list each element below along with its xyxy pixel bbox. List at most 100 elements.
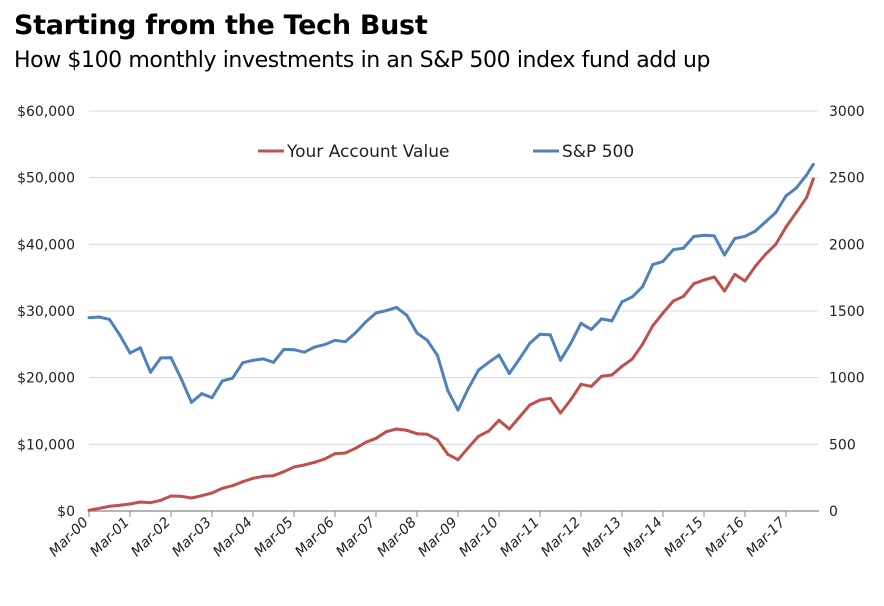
data-point [620, 364, 624, 368]
x-tick-label: Mar-02 [128, 514, 174, 560]
data-point [384, 430, 388, 434]
data-point [518, 357, 521, 361]
data-point [354, 331, 357, 335]
data-point [261, 474, 265, 478]
data-point [671, 248, 675, 252]
data-point [661, 311, 665, 315]
y-right-tick-label: 2500 [829, 171, 865, 187]
data-point [261, 357, 265, 361]
data-point [333, 338, 337, 342]
data-point [528, 341, 532, 345]
data-point [651, 263, 655, 267]
data-point [220, 486, 224, 490]
legend-label: Your Account Value [286, 142, 449, 162]
data-point [128, 502, 132, 506]
data-point [282, 347, 286, 351]
data-point [497, 353, 501, 357]
data-point [600, 317, 603, 321]
data-point [87, 316, 91, 320]
data-point [600, 374, 603, 378]
x-tick-label: Mar-04 [210, 515, 256, 561]
y-left-tick-label: $50,000 [17, 171, 75, 187]
data-point [292, 465, 296, 469]
data-point [138, 346, 142, 350]
data-point [292, 348, 296, 352]
data-point [692, 234, 696, 238]
data-point [159, 356, 163, 360]
data-point [723, 289, 726, 293]
data-point [97, 315, 101, 319]
data-point [569, 398, 573, 402]
data-point [436, 438, 439, 442]
data-point [169, 356, 173, 360]
y-left-tick-label: $30,000 [17, 304, 75, 320]
data-point [395, 305, 398, 309]
data-point [548, 333, 552, 337]
data-point [323, 457, 327, 461]
data-point [97, 506, 101, 510]
data-point [589, 327, 593, 331]
data-point [118, 503, 122, 507]
data-point [528, 403, 532, 407]
data-point [302, 463, 306, 467]
chart-title: Starting from the Tech Bust [14, 10, 428, 41]
data-point [743, 234, 747, 238]
data-point [466, 446, 470, 450]
data-point [343, 451, 347, 455]
x-tick-label: Mar-07 [333, 514, 379, 560]
data-point [149, 370, 152, 374]
data-point [630, 357, 634, 361]
data-point [436, 354, 439, 358]
data-point [190, 496, 193, 500]
data-point [692, 282, 696, 286]
x-tick-label: Mar-14 [620, 515, 666, 561]
data-point [682, 294, 685, 298]
x-tick-label: Mar-15 [661, 514, 707, 560]
chart-subtitle: How $100 monthly investments in an S&P 5… [14, 48, 711, 73]
data-point [811, 177, 815, 181]
data-point [343, 340, 347, 344]
data-point [753, 229, 757, 233]
data-point [682, 246, 685, 250]
data-point [811, 162, 815, 166]
x-tick-label: Mar-00 [46, 514, 92, 560]
x-tick-label: Mar-01 [87, 515, 133, 561]
y-left-tick-label: $0 [57, 504, 75, 520]
data-point [425, 338, 429, 342]
data-point [210, 491, 214, 495]
data-point [118, 333, 122, 337]
data-point [641, 285, 644, 289]
series-line-account-value [88, 178, 815, 512]
data-point [446, 452, 450, 456]
data-point [712, 275, 716, 279]
data-point [764, 252, 767, 256]
x-tick-label: Mar-12 [538, 514, 584, 560]
data-point [313, 460, 316, 464]
data-point [456, 408, 460, 412]
data-point [169, 494, 173, 498]
data-point [374, 436, 378, 440]
x-tick-label: Mar-16 [702, 514, 748, 560]
data-point [753, 264, 757, 268]
x-tick-label: Mar-10 [456, 514, 502, 560]
y-left-tick-label: $10,000 [17, 437, 75, 453]
data-point [190, 400, 193, 404]
data-point [702, 233, 706, 237]
x-tick-label: Mar-06 [292, 514, 338, 560]
y-right-tick-label: 3000 [829, 104, 865, 120]
data-point [620, 300, 624, 304]
data-point [518, 415, 521, 419]
data-point [559, 358, 562, 362]
data-point [784, 194, 788, 198]
data-point [661, 259, 665, 263]
data-point [128, 351, 132, 355]
data-point [108, 317, 111, 321]
y-right-tick-label: 500 [829, 437, 856, 453]
data-point [395, 427, 398, 431]
data-point [579, 321, 583, 325]
data-point [149, 501, 152, 505]
data-point [425, 432, 429, 436]
data-point [384, 309, 388, 313]
data-point [569, 341, 573, 345]
